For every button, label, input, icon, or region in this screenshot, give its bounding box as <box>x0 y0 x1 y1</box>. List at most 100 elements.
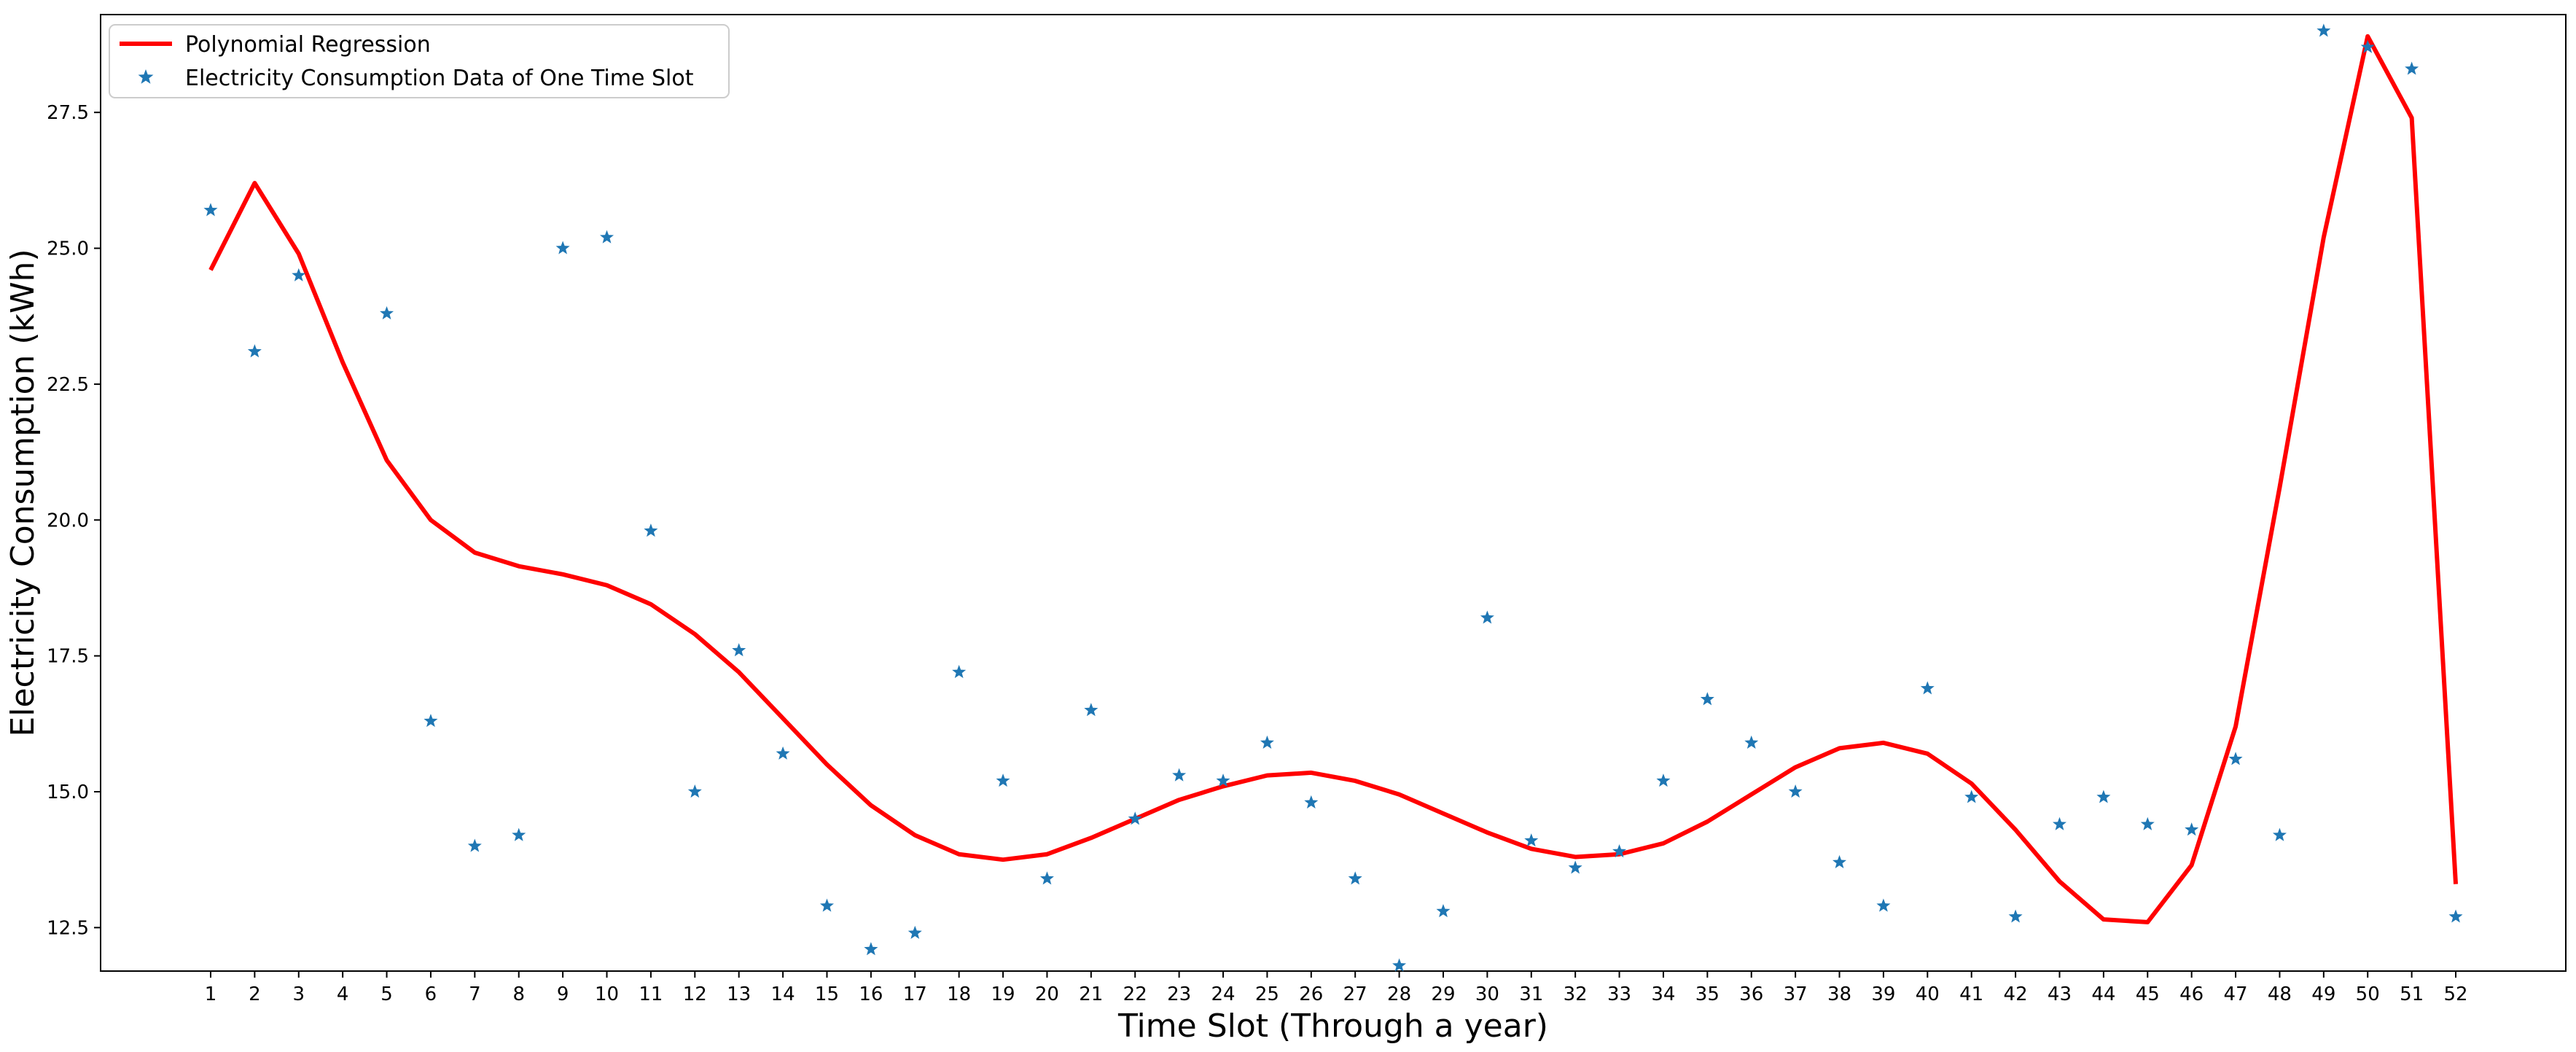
data-point-star <box>1744 735 1759 749</box>
series-layer <box>203 23 2463 972</box>
x-tick-label: 38 <box>1827 983 1851 1005</box>
y-axis: 12.5 15.0 17.5 20.0 22.5 25.0 27.5 <box>47 102 101 939</box>
x-tick-label: 21 <box>1079 983 1103 1005</box>
x-tick-label: 40 <box>1916 983 1940 1005</box>
legend-label-regression: Polynomial Regression <box>185 32 431 58</box>
x-tick-label: 4 <box>337 983 349 1005</box>
legend-label-data: Electricity Consumption Data of One Time… <box>185 66 694 91</box>
data-point-star <box>1964 790 1979 803</box>
data-point-star <box>1920 681 1935 695</box>
data-point-star <box>292 268 306 281</box>
data-point-star <box>1788 784 1803 798</box>
x-tick-label: 48 <box>2268 983 2292 1005</box>
x-tick-label: 31 <box>1519 983 1543 1005</box>
data-point-star <box>1128 811 1142 825</box>
x-tick-label: 13 <box>727 983 751 1005</box>
x-tick-label: 28 <box>1387 983 1411 1005</box>
legend-star-swatch <box>138 69 154 84</box>
data-point-star <box>2360 39 2375 53</box>
data-point-star <box>1392 958 1407 972</box>
x-tick-label: 41 <box>1959 983 1983 1005</box>
data-point-star <box>1039 871 1054 885</box>
data-point-star <box>1172 768 1187 782</box>
x-tick-label: 22 <box>1123 983 1147 1005</box>
x-tick-label: 49 <box>2311 983 2335 1005</box>
x-tick-label: 15 <box>815 983 839 1005</box>
x-tick-label: 51 <box>2400 983 2424 1005</box>
data-point-star <box>600 230 614 243</box>
x-tick-label: 9 <box>557 983 569 1005</box>
x-tick-label: 44 <box>2091 983 2115 1005</box>
x-tick-label: 1 <box>205 983 217 1005</box>
data-point-star <box>819 898 834 912</box>
x-tick-label: 23 <box>1167 983 1191 1005</box>
data-point-star <box>1524 833 1539 847</box>
data-point-star <box>864 942 878 956</box>
x-tick-label: 18 <box>947 983 971 1005</box>
data-point-star <box>2185 822 2199 836</box>
data-point-star <box>1216 774 1230 787</box>
data-point-star <box>908 925 922 939</box>
y-tick-label: 15.0 <box>47 782 89 803</box>
data-point-star <box>644 523 658 537</box>
regression-line <box>208 34 2459 924</box>
y-tick-label: 17.5 <box>47 646 89 668</box>
x-tick-label: 17 <box>903 983 927 1005</box>
x-tick-label: 32 <box>1564 983 1588 1005</box>
data-point-star <box>380 306 394 320</box>
data-point-star <box>247 344 262 358</box>
x-axis-title: Time Slot (Through a year) <box>1117 1008 1548 1045</box>
data-point-star <box>2096 790 2111 803</box>
x-tick-label: 29 <box>1431 983 1455 1005</box>
x-tick-label: 6 <box>425 983 437 1005</box>
data-point-star <box>1480 610 1494 624</box>
data-point-star <box>512 827 526 841</box>
x-tick-label: 20 <box>1035 983 1059 1005</box>
data-point-star <box>2228 752 2243 765</box>
plot-area-frame <box>100 14 2567 972</box>
x-tick-label: 39 <box>1871 983 1895 1005</box>
data-point-star <box>467 838 482 852</box>
data-point-star <box>2272 827 2287 841</box>
x-tick-label: 11 <box>639 983 663 1005</box>
data-point-star <box>2448 909 2463 923</box>
x-tick-label: 36 <box>1739 983 1763 1005</box>
y-axis-title: Electricity Consumption (kWh) <box>4 249 42 736</box>
data-point-star <box>424 714 438 728</box>
x-tick-label: 35 <box>1695 983 1720 1005</box>
x-tick-label: 37 <box>1784 983 1808 1005</box>
data-point-star <box>996 774 1010 787</box>
data-point-star <box>687 784 702 798</box>
data-point-star <box>1348 871 1362 885</box>
data-point-star <box>1260 735 1274 749</box>
legend-box <box>109 24 730 98</box>
x-tick-label: 47 <box>2224 983 2248 1005</box>
x-tick-label: 26 <box>1299 983 1323 1005</box>
x-tick-label: 30 <box>1475 983 1499 1005</box>
data-point-star <box>2008 909 2023 923</box>
data-point-star <box>776 746 790 760</box>
y-tick-label: 27.5 <box>47 102 89 124</box>
y-tick-label: 20.0 <box>47 510 89 531</box>
x-tick-label: 16 <box>859 983 883 1005</box>
data-point-star <box>1304 795 1319 809</box>
x-tick-label: 2 <box>249 983 261 1005</box>
x-tick-label: 34 <box>1651 983 1675 1005</box>
data-point-star <box>1568 860 1582 874</box>
x-tick-label: 27 <box>1343 983 1367 1005</box>
x-tick-label: 12 <box>683 983 707 1005</box>
x-tick-label: 3 <box>292 983 305 1005</box>
data-point-star <box>1436 904 1451 918</box>
x-tick-label: 52 <box>2443 983 2467 1005</box>
x-tick-label: 10 <box>595 983 619 1005</box>
y-tick-label: 25.0 <box>47 238 89 260</box>
legend: Polynomial Regression Electricity Consum… <box>109 24 730 98</box>
x-axis: 1 2 3 4 5 6 7 8 9 10 11 12 13 14 15 16 17 18 19 20 21 22 23 24 2… <box>205 971 2468 1005</box>
x-tick-label: 19 <box>991 983 1015 1005</box>
data-point-star <box>203 203 218 217</box>
data-point-star <box>1876 898 1891 912</box>
x-tick-label: 7 <box>469 983 481 1005</box>
x-tick-label: 33 <box>1607 983 1631 1005</box>
data-point-star <box>1700 692 1714 706</box>
data-point-star <box>732 643 746 657</box>
